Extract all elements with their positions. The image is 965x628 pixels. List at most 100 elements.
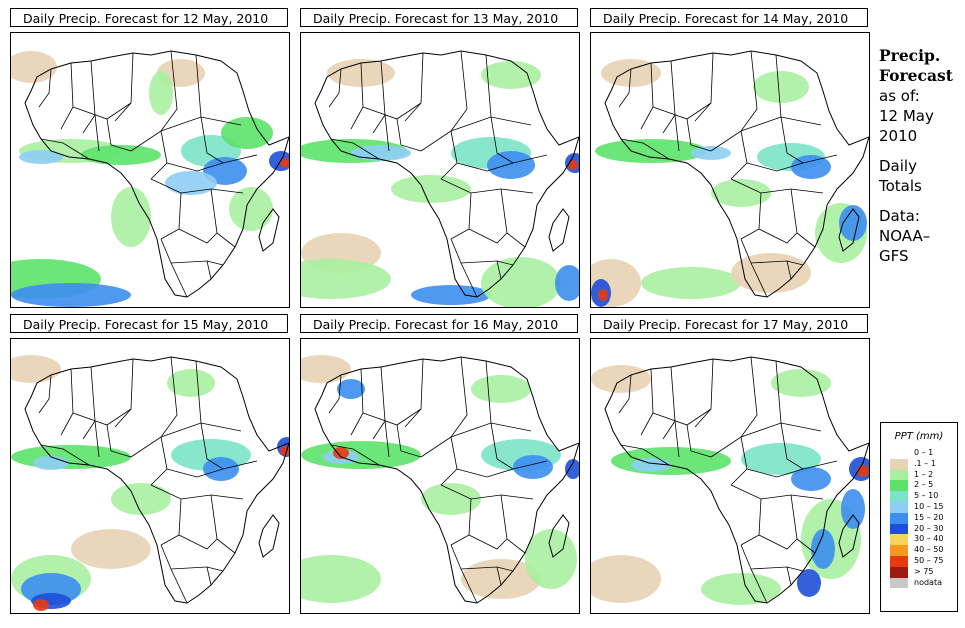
panel-title: Daily Precip. Forecast for 17 May, 2010 xyxy=(590,314,868,333)
forecast-panel-3: Daily Precip. Forecast for 14 May, 2010 xyxy=(590,8,870,308)
madagascar-outline xyxy=(258,514,280,558)
panel-title: Daily Precip. Forecast for 12 May, 2010 xyxy=(10,8,288,27)
panel-title: Daily Precip. Forecast for 13 May, 2010 xyxy=(300,8,578,27)
legend-label: 2 – 5 xyxy=(914,480,934,490)
country-border xyxy=(384,114,390,152)
legend-swatch xyxy=(890,566,908,578)
forecast-panel-1: Daily Precip. Forecast for 12 May, 2010 xyxy=(10,8,290,308)
precip-area xyxy=(641,267,741,299)
country-border xyxy=(620,444,670,466)
country-border xyxy=(460,568,478,604)
country-border xyxy=(362,102,422,120)
country-border xyxy=(740,356,758,438)
legend-label: 10 – 15 xyxy=(914,501,944,511)
data-source: Data: xyxy=(879,207,920,225)
precip-area xyxy=(165,171,217,195)
africa-map xyxy=(591,356,869,605)
country-border xyxy=(468,228,508,244)
country-border xyxy=(490,116,548,164)
country-border xyxy=(750,262,768,298)
country-border xyxy=(780,116,838,164)
country-border xyxy=(170,262,188,298)
country-border xyxy=(740,50,758,132)
country-border xyxy=(780,422,838,470)
legend-item: 0 – 1 xyxy=(881,448,957,459)
madagascar-outline xyxy=(548,514,570,558)
precip-area xyxy=(421,483,481,515)
legend-label: 1 – 2 xyxy=(914,469,934,479)
country-border xyxy=(710,116,822,152)
country-border xyxy=(460,262,478,298)
legend-swatch xyxy=(890,523,908,535)
country-border xyxy=(94,114,100,152)
sidebar-heading: Forecast xyxy=(879,66,953,85)
precip-area xyxy=(611,447,731,475)
totals-label: Totals xyxy=(879,177,922,195)
precip-area xyxy=(11,355,61,383)
legend-item: 20 – 30 xyxy=(881,523,957,535)
precip-area xyxy=(791,467,831,491)
country-border xyxy=(404,358,424,428)
precip-area xyxy=(71,529,151,569)
precip-area xyxy=(568,160,578,170)
country-border xyxy=(150,436,168,486)
asof-label: as of: xyxy=(879,87,920,105)
legend-swatch xyxy=(890,491,908,502)
country-border xyxy=(384,420,390,458)
legend-label: > 75 xyxy=(914,566,934,576)
country-border xyxy=(210,494,236,554)
forecast-panel-6: Daily Precip. Forecast for 17 May, 2010 xyxy=(590,314,870,614)
precip-area xyxy=(221,117,273,149)
precip-area xyxy=(111,187,151,247)
country-border xyxy=(150,178,244,194)
precip-area xyxy=(555,265,579,301)
country-border xyxy=(450,356,468,438)
country-border xyxy=(758,228,798,244)
country-border xyxy=(166,468,224,478)
country-border xyxy=(440,178,534,194)
country-border xyxy=(456,468,514,478)
precip-area xyxy=(203,457,239,481)
madagascar-outline xyxy=(838,514,860,558)
madagascar-outline xyxy=(548,208,570,252)
legend-label: .1 – 1 xyxy=(914,458,936,468)
legend-label: 5 – 10 xyxy=(914,491,939,501)
country-border xyxy=(206,260,224,266)
country-border xyxy=(396,424,422,458)
country-border xyxy=(60,368,74,436)
country-border xyxy=(330,444,380,466)
country-border xyxy=(662,60,676,134)
precip-area xyxy=(337,379,365,399)
country-border xyxy=(160,238,212,280)
country-border xyxy=(620,138,670,160)
country-border xyxy=(786,566,804,572)
country-border xyxy=(195,360,202,424)
totals-label: Daily xyxy=(879,157,917,175)
africa-map xyxy=(301,355,579,604)
madagascar-outline xyxy=(258,208,280,252)
precip-area xyxy=(229,187,273,231)
country-border xyxy=(38,374,52,414)
sidebar-heading: Precip. xyxy=(879,46,941,65)
legend-title: PPT (mm) xyxy=(894,431,944,442)
country-border xyxy=(746,162,804,172)
precip-area xyxy=(280,446,289,456)
country-border xyxy=(450,238,502,280)
precip-area xyxy=(351,145,411,161)
legend-item: .1 – 1 xyxy=(881,458,957,470)
legend-label: 50 – 75 xyxy=(914,555,944,565)
forecast-panel-5: Daily Precip. Forecast for 16 May, 2010 xyxy=(300,314,580,614)
country-border xyxy=(730,178,824,194)
country-border xyxy=(740,238,792,280)
precip-area xyxy=(11,51,57,83)
country-border xyxy=(618,374,632,414)
country-border xyxy=(674,420,680,458)
country-border xyxy=(450,50,468,132)
country-border xyxy=(94,420,100,458)
country-border xyxy=(350,368,364,436)
precip-area xyxy=(391,175,471,203)
legend-item: 30 – 40 xyxy=(881,534,957,546)
country-border xyxy=(106,118,132,152)
legend-item: 50 – 75 xyxy=(881,555,957,567)
